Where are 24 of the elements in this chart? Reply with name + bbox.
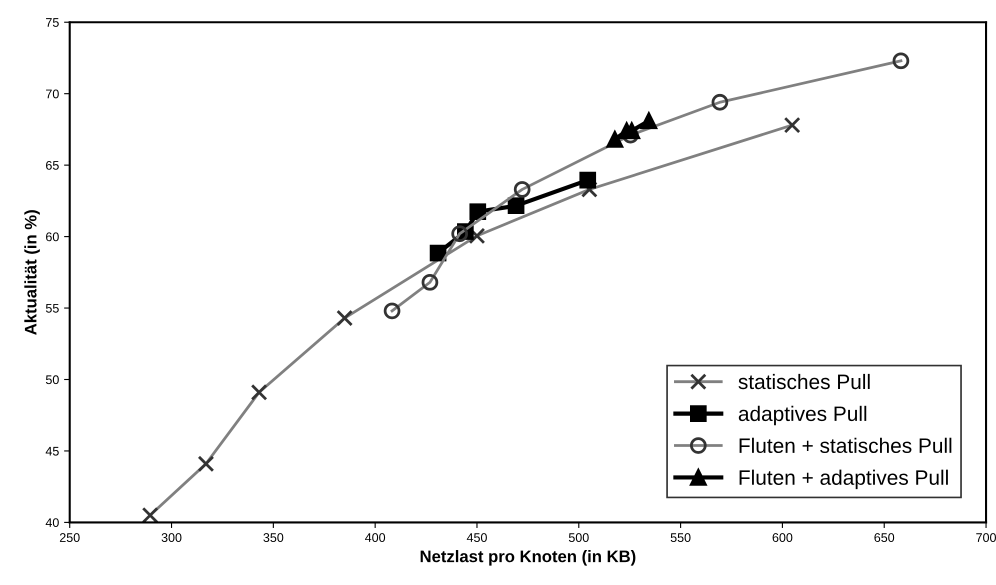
y-tick-label: 70 — [46, 89, 59, 98]
legend-label: Fluten + statisches Pull — [740, 438, 952, 454]
y-tick-label: 65 — [46, 160, 59, 170]
x-tick-label: 650 — [874, 533, 894, 542]
x-tick-label: 300 — [162, 533, 182, 542]
y-tick-label: 55 — [46, 304, 59, 313]
x-tick-label: 500 — [568, 533, 589, 542]
x-tick-label: 700 — [976, 533, 996, 542]
x-tick-label: 450 — [466, 533, 487, 542]
y-tick-label: 75 — [46, 18, 59, 27]
legend-label: statisches Pull — [738, 374, 870, 390]
x-tick-label: 250 — [60, 533, 80, 542]
y-tick-label: 40 — [46, 518, 59, 528]
legend-label: Fluten + adaptives Pull — [740, 470, 948, 490]
x-tick-label: 400 — [365, 533, 386, 542]
y-tick-label: 60 — [46, 232, 59, 242]
x-tick-label: 350 — [263, 533, 284, 542]
x-axis-title: Netzlast pro Knoten (in KB) — [420, 550, 636, 566]
y-tick-label: 45 — [46, 446, 59, 456]
x-tick-label: 600 — [772, 533, 792, 542]
y-tick-label: 50 — [46, 375, 59, 384]
x-tick-label: 550 — [670, 533, 691, 542]
y-axis-title: Aktualität (in %) — [24, 210, 40, 335]
legend-label: adaptives Pull — [738, 406, 866, 426]
